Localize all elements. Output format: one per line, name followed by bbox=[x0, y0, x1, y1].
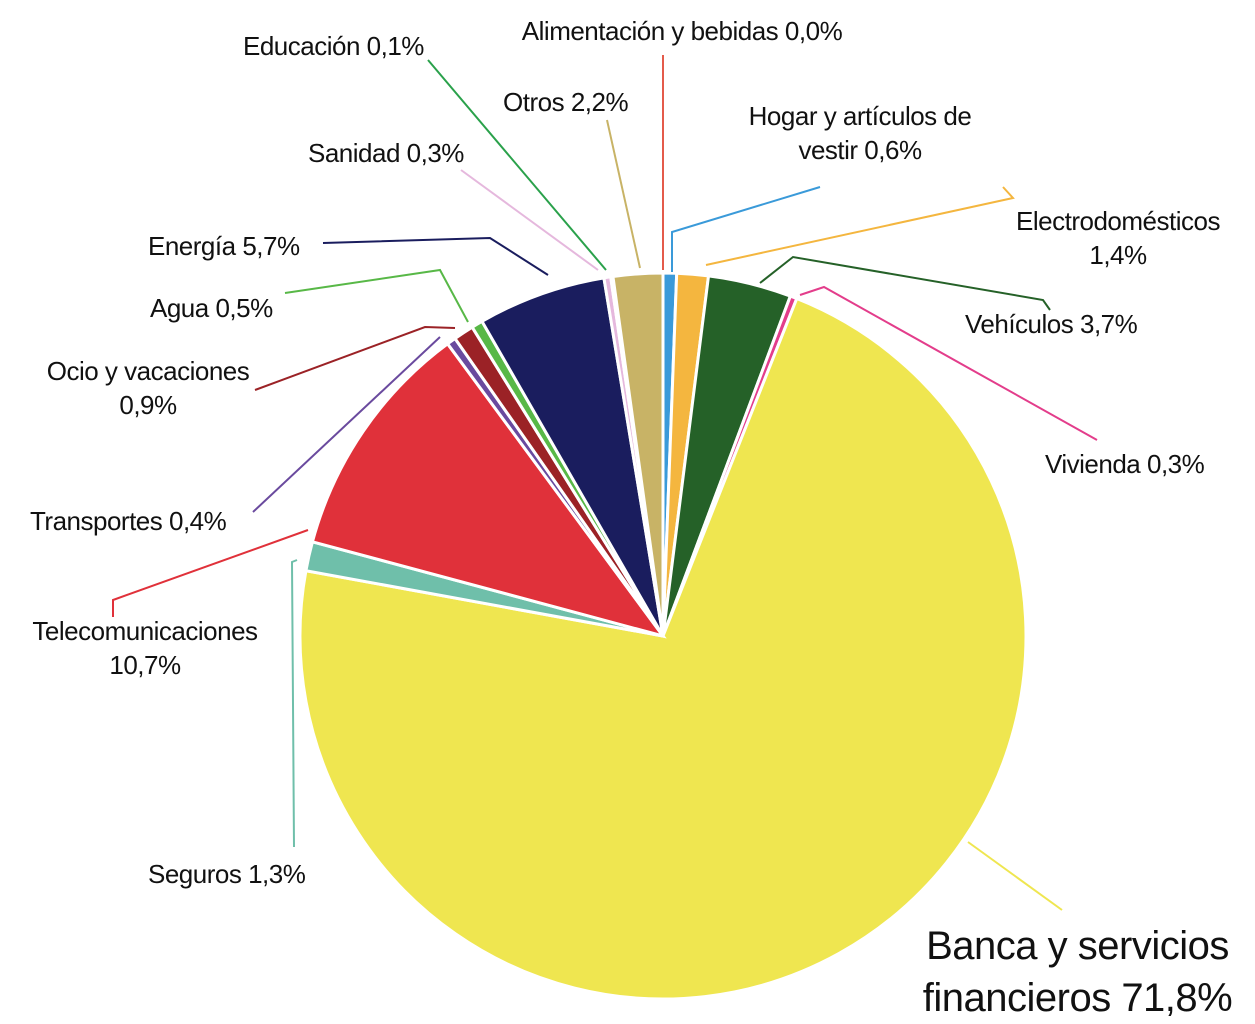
leader-line bbox=[112, 529, 309, 617]
leader-line bbox=[460, 169, 599, 271]
category-name: Sanidad bbox=[308, 138, 400, 168]
value-label: 0,3% bbox=[406, 138, 465, 168]
value-label: 5,7% bbox=[242, 231, 300, 261]
slice-label: Alimentación y bebidas 0,0% bbox=[472, 15, 892, 49]
pie-slice bbox=[611, 271, 665, 637]
leader-line bbox=[799, 285, 1098, 441]
category-name: Hogar y artículos de vestir bbox=[748, 101, 972, 165]
slice-label: Transportes 0,4% bbox=[30, 505, 270, 539]
leader-line bbox=[671, 186, 821, 272]
slice-label: Sanidad 0,3% bbox=[308, 137, 508, 171]
category-name: Ocio y vacaciones bbox=[46, 356, 250, 386]
category-name: Educación bbox=[243, 31, 360, 61]
leader-line bbox=[759, 255, 1051, 311]
value-label: 0,5% bbox=[215, 293, 273, 323]
category-name: Electrodomésticos bbox=[1016, 206, 1220, 236]
category-name: Transportes bbox=[30, 506, 163, 536]
category-name: Vivienda bbox=[1045, 449, 1141, 479]
leader-line bbox=[705, 186, 1015, 266]
value-label: 1,4% bbox=[1089, 239, 1147, 270]
category-name: Telecomunicaciones bbox=[32, 616, 258, 646]
leader-line bbox=[254, 325, 456, 391]
value-label: 0,0% bbox=[784, 16, 843, 46]
leader-line bbox=[606, 119, 641, 269]
value-label: 0,6% bbox=[864, 134, 922, 165]
slice-label: Energía 5,7% bbox=[148, 230, 348, 264]
category-name: Banca y servicios financieros bbox=[922, 924, 1230, 1020]
slice-label: Telecomunicaciones 10,7% bbox=[2, 615, 288, 683]
slice-label: Ocio y vacaciones 0,9% bbox=[42, 355, 254, 423]
value-label: 1,3% bbox=[248, 859, 306, 889]
leader-line bbox=[252, 336, 441, 513]
pie-slice bbox=[298, 296, 1028, 1001]
category-name: Vehículos bbox=[965, 309, 1074, 339]
value-label: 2,2% bbox=[570, 87, 629, 117]
value-label: 0,9% bbox=[119, 389, 177, 420]
leader-line bbox=[284, 268, 469, 323]
value-label: 71,8% bbox=[1121, 976, 1233, 1020]
category-name: Agua bbox=[150, 293, 209, 323]
category-name: Alimentación y bebidas bbox=[521, 16, 779, 46]
slice-label: Vivienda 0,3% bbox=[1045, 448, 1245, 482]
leader-line bbox=[290, 559, 298, 848]
value-label: 0,3% bbox=[1147, 449, 1205, 479]
value-label: 3,7% bbox=[1079, 309, 1138, 339]
leader-line bbox=[427, 59, 607, 271]
value-label: 0,4% bbox=[169, 506, 227, 536]
slice-label: Agua 0,5% bbox=[150, 292, 350, 326]
slice-label: Banca y servicios financieros 71,8% bbox=[905, 920, 1250, 1024]
leader-line bbox=[322, 236, 549, 276]
slice-label: Otros 2,2% bbox=[503, 86, 663, 120]
slice-label: Vehículos 3,7% bbox=[965, 308, 1165, 342]
leader-line bbox=[967, 841, 1063, 911]
category-name: Seguros bbox=[148, 859, 242, 889]
value-label: 10,7% bbox=[109, 649, 181, 680]
slice-label: Hogar y artículos de vestir 0,6% bbox=[740, 100, 980, 168]
slice-label: Educación 0,1% bbox=[243, 30, 463, 64]
category-name: Energía bbox=[148, 231, 236, 261]
value-label: 0,1% bbox=[366, 31, 425, 61]
category-name: Otros bbox=[503, 87, 565, 117]
slice-label: Electrodomésticos 1,4% bbox=[993, 205, 1243, 273]
slice-label: Seguros 1,3% bbox=[148, 858, 348, 892]
pie-slice bbox=[310, 341, 667, 639]
